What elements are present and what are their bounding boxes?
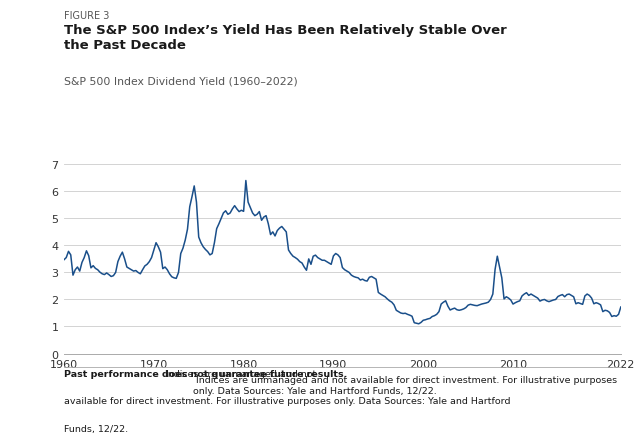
Text: Funds, 12/22.: Funds, 12/22. — [64, 424, 128, 433]
Text: Past performance does not guarantee future results.: Past performance does not guarantee futu… — [64, 369, 348, 378]
Text: Past performance does not guarantee future results.: Past performance does not guarantee futu… — [0, 433, 1, 434]
Text: Indices are unmanaged and not available for direct investment. For illustrative : Indices are unmanaged and not available … — [193, 375, 617, 395]
Text: available for direct investment. For illustrative purposes only. Data Sources: Y: available for direct investment. For ill… — [64, 396, 511, 405]
Text: S&P 500 Index Dividend Yield (1960–2022): S&P 500 Index Dividend Yield (1960–2022) — [64, 76, 298, 86]
Text: The S&P 500 Index’s Yield Has Been Relatively Stable Over
the Past Decade: The S&P 500 Index’s Yield Has Been Relat… — [64, 24, 507, 53]
Text: FIGURE 3: FIGURE 3 — [64, 11, 109, 21]
Text: Indices are unmanaged and not: Indices are unmanaged and not — [162, 369, 316, 378]
